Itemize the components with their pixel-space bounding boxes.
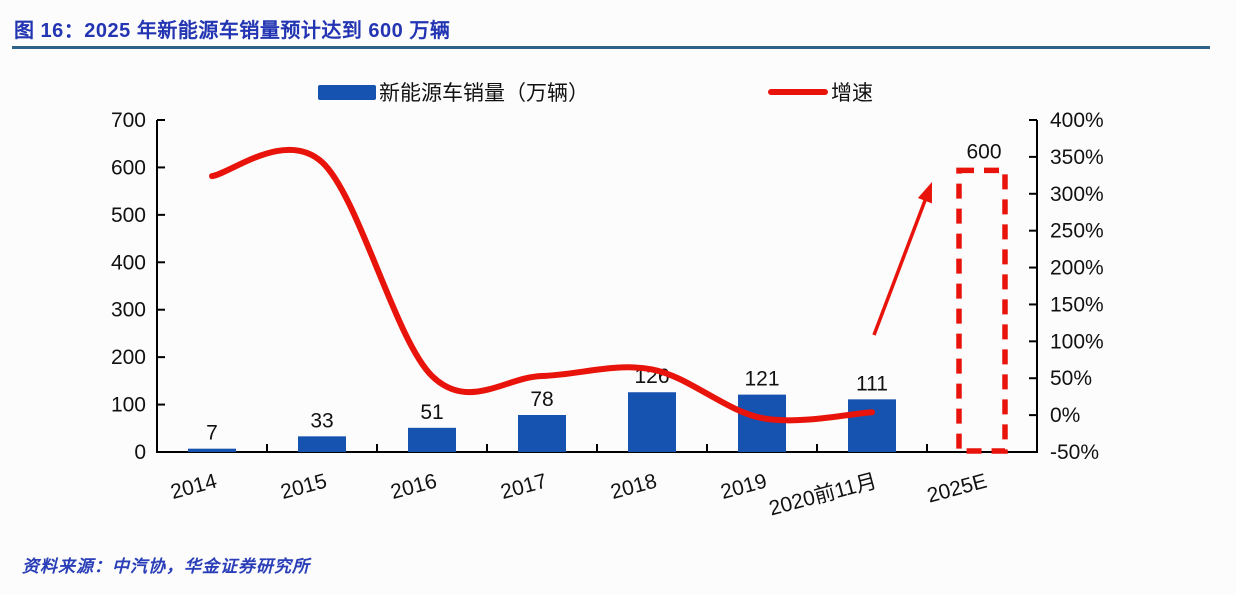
x-axis-label: 2018 [608, 470, 659, 504]
right-tick-label: 100% [1050, 330, 1104, 353]
forecast-bar-2025 [956, 167, 1008, 454]
right-tick-label: 300% [1050, 183, 1104, 206]
figure-title: 图 16：2025 年新能源车销量预计达到 600 万辆 [14, 20, 451, 42]
bar-2020前11月 [848, 399, 896, 452]
bar-value-label: 33 [310, 409, 333, 432]
left-tick-label: 100 [111, 394, 146, 417]
right-tick-label: 0% [1050, 404, 1080, 427]
left-axis-ticks: 700 600 500 400 300 200 100 0 [111, 109, 165, 464]
bar-value-label: 121 [744, 368, 779, 391]
forecast-arrow-shaft [872, 196, 928, 336]
legend-item-sales: 新能源车销量（万辆） [318, 80, 589, 105]
bar-2019 [738, 394, 786, 452]
left-tick-label: 500 [111, 204, 146, 227]
left-tick-label: 700 [111, 109, 146, 132]
bar-value-label: 111 [856, 372, 888, 395]
bar-value-label: 78 [530, 388, 553, 411]
legend-line-swatch [768, 89, 828, 95]
left-tick-label: 400 [111, 251, 146, 274]
x-axis-label: 2015 [278, 470, 329, 504]
right-tick-label: 150% [1050, 293, 1104, 316]
right-tick-label: 350% [1050, 146, 1104, 169]
bar-2015 [298, 436, 346, 452]
left-tick-label: 600 [111, 156, 146, 179]
legend-label-growth: 增速 [831, 82, 873, 105]
bar-2014 [188, 448, 236, 452]
x-axis-ticks [266, 444, 928, 452]
right-tick-label: 250% [1050, 220, 1104, 243]
bar-value-label: 600 [966, 140, 1001, 163]
left-tick-label: 200 [111, 346, 146, 369]
x-axis-label: 2020前11月 [767, 470, 880, 521]
forecast-arrow-head [917, 182, 932, 204]
x-axis-label: 2016 [388, 470, 439, 504]
bar-2016 [408, 427, 456, 452]
source-note: 资料来源：中汽协，华金证券研究所 [22, 557, 310, 576]
left-tick-label: 300 [111, 299, 146, 322]
right-tick-label: 400% [1050, 109, 1104, 132]
title-underline [12, 46, 1210, 49]
legend-label-sales: 新能源车销量（万辆） [379, 82, 589, 105]
growth-line [209, 146, 875, 424]
bar-value-label: 51 [420, 401, 443, 424]
legend-bar-swatch [318, 84, 376, 100]
x-axis-label: 2014 [168, 470, 219, 504]
axes [156, 120, 1038, 453]
bar-2017 [518, 415, 566, 452]
right-axis-ticks: 400% 350% 300% 250% 200% 150% 100% 50% 0% -50% [1029, 109, 1104, 464]
legend-item-growth: 增速 [768, 80, 873, 105]
bar-value-label: 7 [206, 422, 218, 445]
right-tick-label: 200% [1050, 257, 1104, 280]
left-tick-label: 0 [134, 441, 146, 464]
bar-2018 [628, 392, 676, 452]
x-axis-label: 2017 [498, 470, 549, 504]
x-axis-label: 2019 [718, 470, 769, 504]
annotations [872, 182, 932, 336]
right-tick-label: 50% [1050, 367, 1092, 390]
x-axis-label: 2025E [925, 470, 990, 508]
right-tick-label: -50% [1050, 441, 1099, 464]
